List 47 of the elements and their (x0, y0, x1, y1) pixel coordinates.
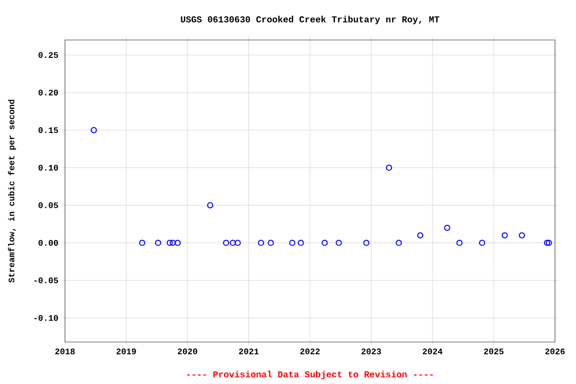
y-tick-label: 0.25 (38, 52, 58, 58)
point (174, 240, 181, 246)
y-axis-title: Streamflow, in cubic feet per second (8, 100, 16, 283)
point (479, 240, 486, 246)
point (298, 240, 304, 246)
point (268, 240, 274, 246)
point (544, 240, 550, 246)
y-tick-label: 0.10 (38, 164, 58, 171)
x-tick-label: 2018 (55, 348, 75, 354)
point (139, 240, 146, 246)
point (289, 240, 296, 246)
point (386, 164, 392, 171)
x-tick-label: 2024 (422, 348, 442, 354)
y-tick-label: 0.05 (38, 202, 58, 208)
point (322, 240, 328, 246)
x-tick-label: 2019 (116, 348, 136, 354)
point (155, 240, 162, 246)
x-tick-label: 2020 (178, 348, 198, 354)
point (546, 240, 552, 246)
y-tick-label: -0.05 (34, 278, 58, 284)
x-tick-label: 2021 (239, 348, 259, 354)
point (258, 240, 264, 246)
x-tick-label: 2022 (300, 348, 320, 354)
point (230, 240, 236, 246)
chart-title: USGS 06130630 Crooked Creek Tributary nr Roy, MT (180, 16, 440, 24)
point (396, 240, 402, 246)
point (363, 240, 370, 246)
x-tick-label: 2023 (362, 348, 382, 354)
x-tick-label: 2026 (545, 348, 565, 354)
y-tick-label: 0.20 (38, 90, 58, 96)
text: ---- Provisional Data Subject to Revision ---- (187, 370, 433, 380)
y-tick-label: -0.10 (34, 315, 58, 321)
point (502, 232, 508, 238)
point (336, 240, 342, 246)
point (518, 232, 526, 238)
y-tick-label: 0.15 (38, 127, 58, 134)
point (456, 240, 463, 246)
point (444, 224, 450, 231)
point (417, 232, 424, 238)
point (234, 240, 241, 246)
point (166, 240, 173, 246)
point (170, 240, 176, 246)
point (90, 127, 97, 134)
y-tick-label: 0.00 (38, 240, 58, 246)
x-tick-label: 2025 (484, 348, 504, 354)
point (222, 240, 230, 246)
point (207, 202, 214, 208)
